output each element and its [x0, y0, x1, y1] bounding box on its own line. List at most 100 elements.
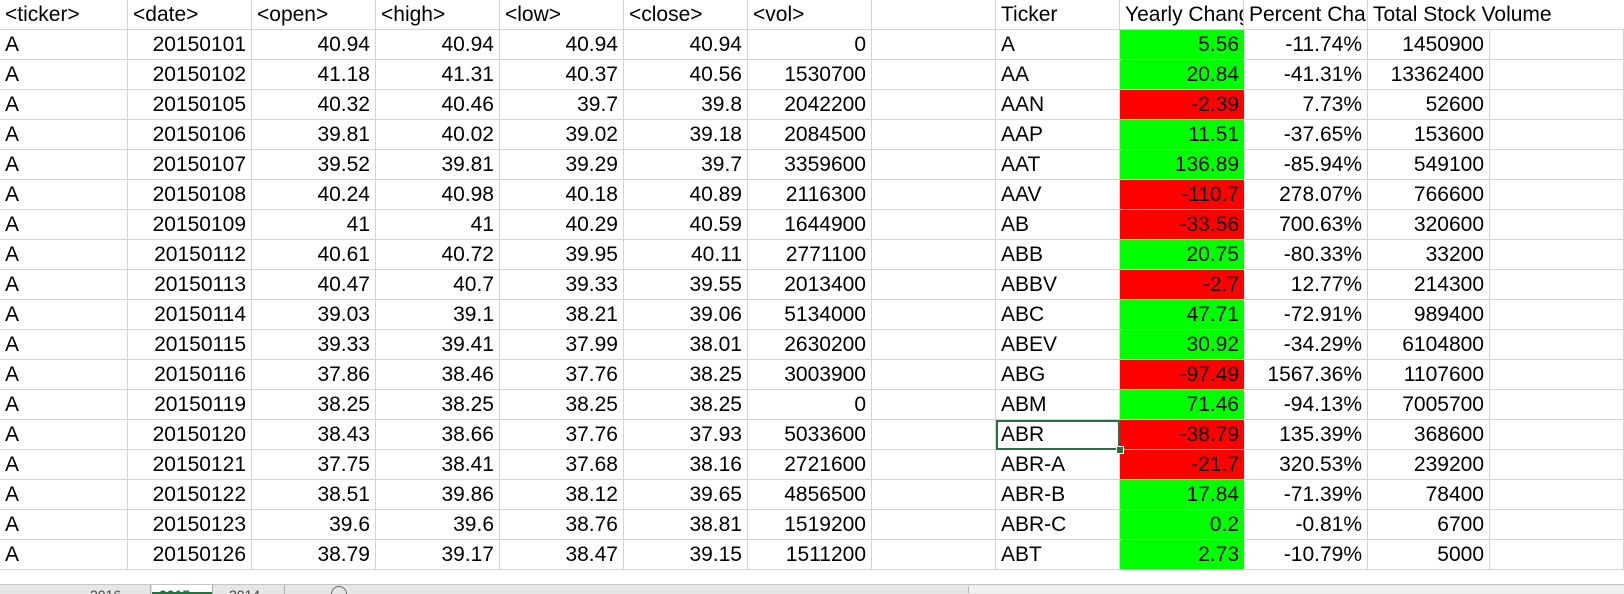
total-volume-cell[interactable]: 549100	[1368, 150, 1490, 180]
summary-ticker-cell[interactable]: AAT	[996, 150, 1120, 180]
yearly-change-cell[interactable]: 20.84	[1120, 60, 1244, 90]
cell-date[interactable]: 20150121	[128, 450, 252, 480]
cell-ticker[interactable]: A	[0, 450, 128, 480]
cell-low[interactable]: 37.76	[500, 420, 624, 450]
empty-cell[interactable]	[872, 0, 996, 30]
empty-cell[interactable]	[1490, 210, 1624, 240]
cell-low[interactable]: 37.76	[500, 360, 624, 390]
summary-ticker-cell[interactable]: ABC	[996, 300, 1120, 330]
cell-close[interactable]: 40.11	[624, 240, 748, 270]
percent-change-cell[interactable]: 320.53%	[1244, 450, 1368, 480]
cell-vol[interactable]: 3003900	[748, 360, 872, 390]
total-volume-cell[interactable]: 153600	[1368, 120, 1490, 150]
cell-date[interactable]: 20150107	[128, 150, 252, 180]
cell-low[interactable]: 37.68	[500, 450, 624, 480]
cell-open[interactable]: 40.94	[252, 30, 376, 60]
empty-cell[interactable]	[1490, 360, 1624, 390]
cell-open[interactable]: 41	[252, 210, 376, 240]
cell-close[interactable]: 39.7	[624, 150, 748, 180]
percent-change-cell[interactable]: -71.39%	[1244, 480, 1368, 510]
cell-ticker[interactable]: A	[0, 540, 128, 570]
cell-ticker[interactable]: A	[0, 300, 128, 330]
header-ticker[interactable]: <ticker>	[0, 0, 128, 30]
empty-cell[interactable]	[1490, 90, 1624, 120]
cell-close[interactable]: 38.01	[624, 330, 748, 360]
cell-open[interactable]: 41.18	[252, 60, 376, 90]
cell-date[interactable]: 20150126	[128, 540, 252, 570]
empty-cell[interactable]	[1490, 30, 1624, 60]
cell-vol[interactable]: 0	[748, 390, 872, 420]
empty-cell[interactable]	[1490, 120, 1624, 150]
cell-high[interactable]: 41.31	[376, 60, 500, 90]
cell-low[interactable]: 38.21	[500, 300, 624, 330]
cell-high[interactable]: 39.6	[376, 510, 500, 540]
cell-close[interactable]: 39.15	[624, 540, 748, 570]
empty-cell[interactable]	[1490, 510, 1624, 540]
cell-open[interactable]: 37.75	[252, 450, 376, 480]
cell-low[interactable]: 40.29	[500, 210, 624, 240]
cell-ticker[interactable]: A	[0, 240, 128, 270]
cell-open[interactable]: 39.33	[252, 330, 376, 360]
yearly-change-cell[interactable]: -38.79	[1120, 420, 1244, 450]
cell-ticker[interactable]: A	[0, 210, 128, 240]
summary-ticker-cell[interactable]: AA	[996, 60, 1120, 90]
empty-cell[interactable]	[1490, 540, 1624, 570]
cell-ticker[interactable]: A	[0, 270, 128, 300]
cell-close[interactable]: 38.25	[624, 390, 748, 420]
percent-change-cell[interactable]: -94.13%	[1244, 390, 1368, 420]
summary-ticker-cell[interactable]: ABR-B	[996, 480, 1120, 510]
summary-ticker-cell[interactable]: ABR	[996, 420, 1120, 450]
empty-cell[interactable]	[872, 30, 996, 60]
empty-cell[interactable]	[872, 420, 996, 450]
cell-close[interactable]: 38.16	[624, 450, 748, 480]
total-volume-cell[interactable]: 1107600	[1368, 360, 1490, 390]
cell-high[interactable]: 40.72	[376, 240, 500, 270]
total-volume-cell[interactable]: 6104800	[1368, 330, 1490, 360]
cell-close[interactable]: 40.59	[624, 210, 748, 240]
total-volume-cell[interactable]: 1450900	[1368, 30, 1490, 60]
total-volume-cell[interactable]: 7005700	[1368, 390, 1490, 420]
cell-high[interactable]: 40.46	[376, 90, 500, 120]
cell-date[interactable]: 20150115	[128, 330, 252, 360]
cell-vol[interactable]: 1511200	[748, 540, 872, 570]
cell-date[interactable]: 20150109	[128, 210, 252, 240]
total-volume-cell[interactable]: 766600	[1368, 180, 1490, 210]
total-volume-cell[interactable]: 214300	[1368, 270, 1490, 300]
header-high[interactable]: <high>	[376, 0, 500, 30]
cell-low[interactable]: 38.76	[500, 510, 624, 540]
cell-date[interactable]: 20150108	[128, 180, 252, 210]
percent-change-cell[interactable]: -11.74%	[1244, 30, 1368, 60]
cell-open[interactable]: 40.47	[252, 270, 376, 300]
header-vol[interactable]: <vol>	[748, 0, 872, 30]
cell-vol[interactable]: 1519200	[748, 510, 872, 540]
cell-close[interactable]: 40.56	[624, 60, 748, 90]
cell-vol[interactable]: 1644900	[748, 210, 872, 240]
empty-cell[interactable]	[872, 510, 996, 540]
cell-ticker[interactable]: A	[0, 60, 128, 90]
cell-high[interactable]: 39.41	[376, 330, 500, 360]
empty-cell[interactable]	[1490, 390, 1624, 420]
horizontal-scrollbar[interactable]	[968, 586, 1624, 593]
cell-vol[interactable]: 0	[748, 30, 872, 60]
cell-vol[interactable]: 2630200	[748, 330, 872, 360]
cell-high[interactable]: 39.81	[376, 150, 500, 180]
summary-ticker-cell[interactable]: A	[996, 30, 1120, 60]
empty-cell[interactable]	[872, 450, 996, 480]
empty-cell[interactable]	[872, 540, 996, 570]
empty-cell[interactable]	[1490, 420, 1624, 450]
cell-date[interactable]: 20150106	[128, 120, 252, 150]
yearly-change-cell[interactable]: 136.89	[1120, 150, 1244, 180]
yearly-change-cell[interactable]: -110.7	[1120, 180, 1244, 210]
cell-close[interactable]: 40.89	[624, 180, 748, 210]
cell-high[interactable]: 39.17	[376, 540, 500, 570]
cell-close[interactable]: 40.94	[624, 30, 748, 60]
total-volume-cell[interactable]: 13362400	[1368, 60, 1490, 90]
cell-low[interactable]: 39.95	[500, 240, 624, 270]
summary-ticker-cell[interactable]: AAV	[996, 180, 1120, 210]
cell-high[interactable]: 40.7	[376, 270, 500, 300]
cell-open[interactable]: 39.52	[252, 150, 376, 180]
cell-low[interactable]: 39.7	[500, 90, 624, 120]
cell-open[interactable]: 38.43	[252, 420, 376, 450]
cell-open[interactable]: 38.25	[252, 390, 376, 420]
cell-high[interactable]: 38.66	[376, 420, 500, 450]
